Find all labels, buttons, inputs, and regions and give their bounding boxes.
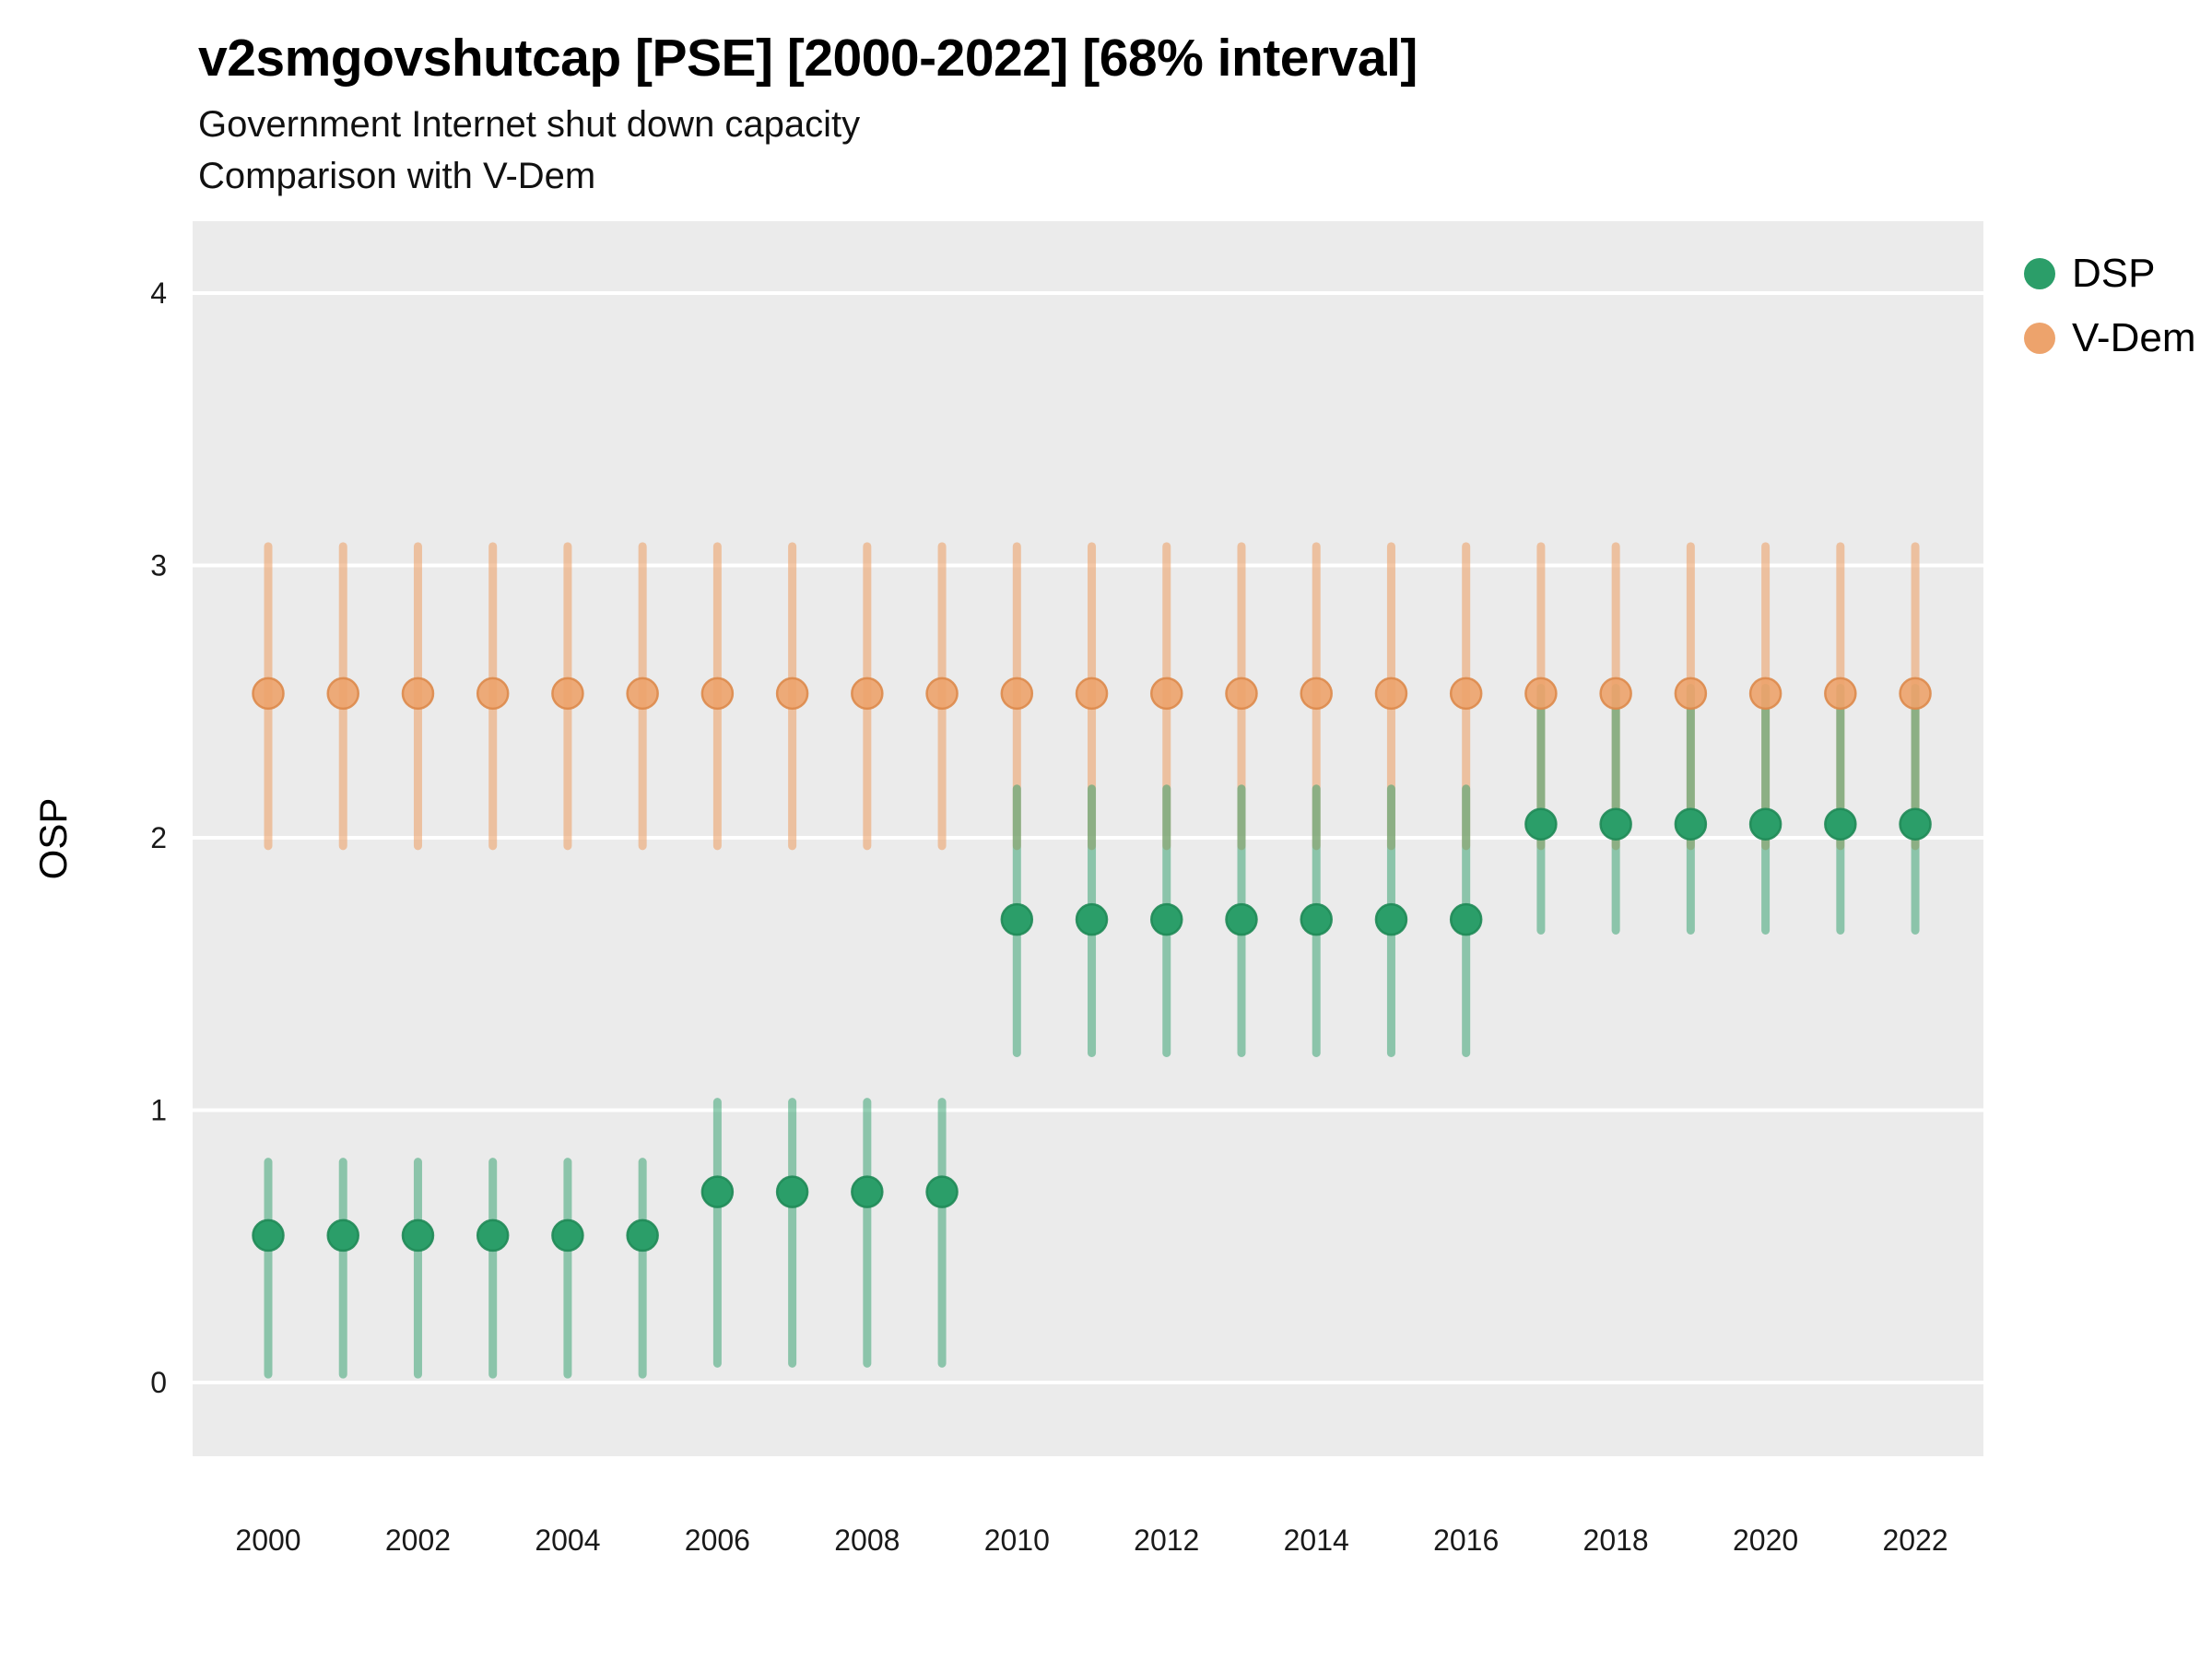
point-dsp bbox=[1899, 807, 1932, 841]
point-v-dem bbox=[1150, 677, 1183, 711]
x-tick-label-2014: 2014 bbox=[1284, 1524, 1349, 1557]
point-dsp bbox=[551, 1218, 584, 1253]
y-tick-label-3: 3 bbox=[150, 549, 167, 582]
chart-header: v2smgovshutcap [PSE] [2000-2022] [68% in… bbox=[198, 28, 1418, 201]
point-dsp bbox=[1674, 807, 1708, 841]
point-dsp bbox=[326, 1218, 359, 1253]
chart-title: v2smgovshutcap [PSE] [2000-2022] [68% in… bbox=[198, 29, 1418, 88]
point-dsp bbox=[925, 1175, 959, 1208]
x-tick-label-2020: 2020 bbox=[1733, 1524, 1798, 1557]
x-tick-label-2002: 2002 bbox=[385, 1524, 451, 1557]
point-dsp bbox=[476, 1218, 510, 1253]
point-v-dem bbox=[1225, 677, 1258, 711]
point-v-dem bbox=[476, 677, 510, 711]
y-tick-label-4: 4 bbox=[150, 276, 167, 310]
chart-subtitle-line2: Comparison with V-Dem bbox=[198, 156, 596, 196]
point-dsp bbox=[1225, 902, 1258, 936]
point-v-dem bbox=[626, 677, 659, 711]
y-axis-title: OSP bbox=[31, 797, 75, 880]
point-v-dem bbox=[252, 677, 285, 711]
point-v-dem bbox=[1374, 677, 1408, 711]
point-v-dem bbox=[551, 677, 584, 711]
point-v-dem bbox=[1599, 677, 1632, 711]
x-tick-label-2016: 2016 bbox=[1433, 1524, 1499, 1557]
point-dsp bbox=[775, 1175, 809, 1208]
x-tick-label-2018: 2018 bbox=[1583, 1524, 1649, 1557]
point-v-dem bbox=[700, 677, 735, 711]
y-tick-label-2: 2 bbox=[150, 821, 167, 854]
point-dsp bbox=[851, 1175, 884, 1208]
point-v-dem bbox=[1674, 677, 1708, 711]
point-v-dem bbox=[1824, 677, 1857, 711]
x-tick-label-2010: 2010 bbox=[984, 1524, 1050, 1557]
point-v-dem bbox=[1524, 677, 1558, 711]
y-tick-label-1: 1 bbox=[150, 1094, 167, 1127]
dsp-legend-dot-icon bbox=[2024, 258, 2055, 289]
point-dsp bbox=[252, 1218, 285, 1253]
x-tick-label-2012: 2012 bbox=[1134, 1524, 1199, 1557]
point-v-dem bbox=[775, 677, 809, 711]
x-tick-label-2006: 2006 bbox=[685, 1524, 750, 1557]
legend-label-dsp: DSP bbox=[2072, 251, 2156, 296]
point-dsp bbox=[700, 1175, 735, 1208]
x-tick-label-2008: 2008 bbox=[834, 1524, 900, 1557]
point-dsp bbox=[1150, 902, 1183, 936]
point-dsp bbox=[1824, 807, 1857, 841]
point-v-dem bbox=[1075, 677, 1109, 711]
point-v-dem bbox=[925, 677, 959, 711]
point-v-dem bbox=[1000, 677, 1034, 711]
point-dsp bbox=[1449, 902, 1483, 936]
legend-item-vdem: V-Dem bbox=[2024, 315, 2195, 361]
x-tick-label-2000: 2000 bbox=[235, 1524, 300, 1557]
point-dsp bbox=[1374, 902, 1408, 936]
point-v-dem bbox=[1748, 677, 1783, 711]
x-tick-label-2022: 2022 bbox=[1882, 1524, 1947, 1557]
legend-label-vdem: V-Dem bbox=[2072, 315, 2196, 360]
point-dsp bbox=[1075, 902, 1109, 936]
vdem-legend-dot-icon bbox=[2024, 323, 2055, 354]
point-dsp bbox=[1300, 902, 1333, 936]
point-v-dem bbox=[401, 677, 435, 711]
x-tick-label-2004: 2004 bbox=[535, 1524, 600, 1557]
point-dsp bbox=[1000, 902, 1034, 936]
point-dsp bbox=[1524, 807, 1558, 841]
point-dsp bbox=[1599, 807, 1632, 841]
point-v-dem bbox=[851, 677, 884, 711]
y-tick-label-0: 0 bbox=[150, 1366, 167, 1399]
point-v-dem bbox=[1300, 677, 1333, 711]
legend: DSP V-Dem bbox=[2024, 251, 2195, 361]
point-v-dem bbox=[1449, 677, 1483, 711]
legend-item-dsp: DSP bbox=[2024, 251, 2195, 297]
point-dsp bbox=[1748, 807, 1783, 841]
point-dsp bbox=[626, 1218, 659, 1253]
point-v-dem bbox=[1899, 677, 1932, 711]
point-dsp bbox=[401, 1218, 435, 1253]
chart-subtitle-line1: Government Internet shut down capacity bbox=[198, 104, 861, 145]
point-v-dem bbox=[326, 677, 359, 711]
